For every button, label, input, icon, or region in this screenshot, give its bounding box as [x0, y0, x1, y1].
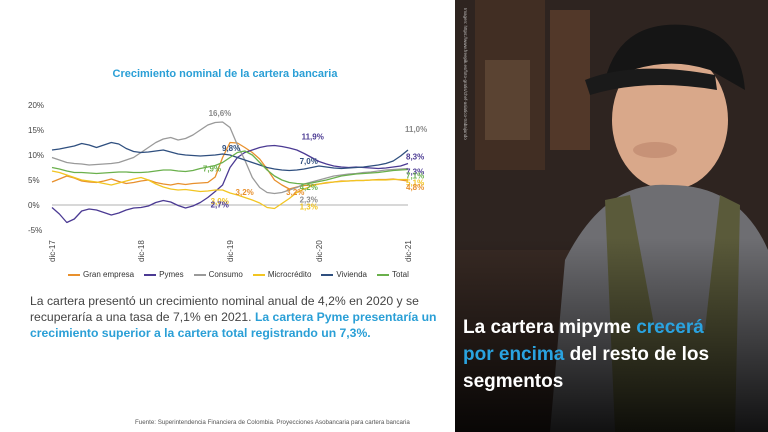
headline-line-3: segmentos [463, 368, 763, 395]
chart-legend: Gran empresa Pymes Consumo Microcrédito Vivi… [68, 270, 409, 279]
legend-item: Microcrédito [252, 270, 312, 279]
series-line [51, 121, 409, 195]
data-label: 9,8% [222, 144, 240, 153]
line-chart: 20% 15% 10% 5% 0% -5% dic-17 dic-18 dic-19 dic-20… [28, 101, 427, 262]
headline-highlight-1: crecerá [636, 317, 704, 338]
headline-text-3: segmentos [463, 371, 564, 392]
y-tick-label: 20% [28, 101, 44, 110]
legend-swatch [321, 273, 334, 276]
legend-label: Microcrédito [267, 270, 312, 279]
data-label: 3,2% [286, 188, 304, 197]
data-label: 7,3% [406, 168, 424, 177]
y-tick-label: -5% [28, 226, 42, 235]
headline-highlight-2: por encima [463, 344, 565, 365]
series-line [51, 141, 409, 172]
data-label: 7,0% [300, 157, 318, 166]
data-label: 11,9% [302, 133, 324, 142]
data-label: 2,7% [211, 201, 229, 210]
data-label: 7,1% [406, 172, 424, 181]
headline: La cartera mipyme crecerá por encima del… [463, 314, 763, 395]
legend-swatch [193, 273, 206, 276]
hero-photo [455, 0, 768, 432]
series-line [51, 150, 409, 185]
x-tick-label: dic-21 [404, 240, 413, 262]
data-label: 5,1% [406, 179, 424, 188]
data-label: 11,0% [405, 125, 427, 134]
legend-item: Consumo [193, 270, 243, 279]
data-label: 4,2% [300, 183, 318, 192]
legend-item: Vivienda [321, 270, 367, 279]
summary-plain: La cartera presentó un crecimiento nomin… [30, 294, 419, 324]
legend-swatch [144, 273, 157, 276]
data-label: 16,6% [209, 109, 232, 118]
data-label: 2,3% [300, 196, 318, 205]
legend-label: Gran empresa [83, 270, 135, 279]
legend-item: Total [376, 270, 409, 279]
summary-text: La cartera presentó un crecimiento nomin… [30, 293, 440, 341]
y-tick-label: 5% [28, 176, 40, 185]
headline-line-1: La cartera mipyme crecerá [463, 314, 763, 341]
data-label: 7,9% [203, 165, 221, 174]
x-tick-label: dic-19 [226, 240, 235, 262]
x-tick-label: dic-20 [315, 240, 324, 262]
chart-title: Crecimiento nominal de la cartera bancar… [112, 68, 338, 80]
photo-credit: Imagen: https://www.freepik.es/foto-grat… [463, 8, 468, 140]
series-line [51, 170, 408, 210]
legend-label: Total [391, 270, 409, 279]
y-tick-label: 10% [28, 151, 44, 160]
chef-illustration [455, 0, 768, 432]
data-label: 8,3% [406, 153, 424, 162]
summary-highlight: La cartera Pyme presentaría un crecimien… [30, 310, 437, 340]
source-note: Fuente: Superintendencia Financiera de C… [135, 419, 410, 426]
data-label: 3,0% [211, 197, 229, 206]
data-label: 1,3% [300, 203, 318, 212]
x-tick-label: dic-18 [137, 240, 146, 262]
data-label: 3,2% [236, 188, 254, 197]
headline-text-2: del resto de los [564, 344, 710, 365]
headline-line-2: por encima del resto de los [463, 341, 763, 368]
legend-label: Pymes [159, 270, 184, 279]
data-label: 4,8% [406, 183, 424, 192]
legend-label: Vivienda [336, 270, 367, 279]
legend-item: Gran empresa [68, 270, 134, 279]
y-tick-label: 15% [28, 126, 44, 135]
x-tick-label: dic-17 [48, 240, 57, 262]
headline-text-1: La cartera mipyme [463, 317, 637, 338]
legend-swatch [252, 273, 265, 276]
legend-swatch [68, 273, 80, 276]
legend-item: Pymes [144, 270, 184, 279]
legend-swatch [376, 273, 389, 276]
left-panel: Crecimiento nominal de la cartera bancar… [28, 68, 440, 426]
legend-label: Consumo [208, 270, 243, 279]
y-tick-label: 0% [28, 201, 40, 210]
